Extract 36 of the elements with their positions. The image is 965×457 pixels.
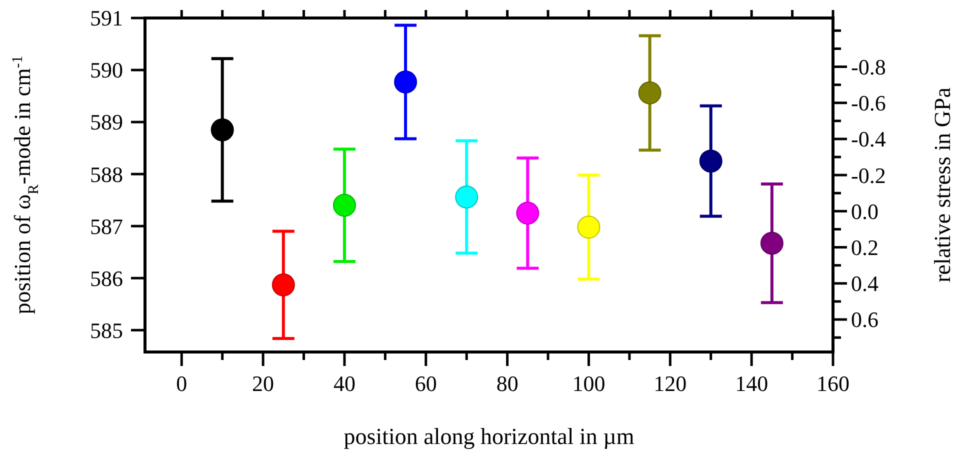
y-tick-label: 587 — [90, 214, 123, 239]
y2-tick-label: -0.8 — [851, 54, 886, 80]
y2-tick-label: -0.2 — [851, 162, 886, 188]
x-tick-label: 160 — [816, 371, 850, 396]
y2-tick-label: -0.4 — [851, 126, 886, 152]
point — [455, 185, 478, 208]
y2-tick-label: -0.6 — [851, 90, 886, 116]
y2-tick-label: 0.4 — [851, 271, 878, 296]
y-tick-label: 590 — [90, 58, 123, 83]
y2-axis-title: relative stress in GPa — [930, 88, 955, 282]
y-tick-label: 588 — [90, 162, 123, 187]
y-tick-label: 589 — [90, 110, 123, 135]
y-tick-label: 591 — [90, 6, 123, 31]
point — [638, 81, 662, 104]
x-tick-label: 120 — [654, 371, 687, 396]
x-tick-label: 40 — [333, 371, 356, 396]
point — [394, 70, 418, 94]
point — [272, 273, 295, 296]
y-tick-label: 586 — [90, 266, 123, 291]
point — [516, 202, 540, 225]
x-tick-label: 140 — [735, 371, 768, 396]
y-tick-label: 585 — [90, 318, 123, 343]
y2-tick-label: 0.6 — [851, 307, 878, 332]
point — [332, 194, 356, 217]
x-tick-label: 100 — [572, 371, 606, 396]
x-tick-label: 80 — [496, 371, 518, 396]
x-tick-label: 20 — [252, 371, 274, 396]
point — [760, 232, 784, 255]
x-tick-label: 0 — [176, 371, 188, 396]
point — [577, 216, 600, 239]
y2-tick-label: 0.0 — [851, 198, 878, 224]
x-tick-label: 60 — [414, 371, 437, 396]
x-axis-title: position along horizontal in µm — [344, 424, 634, 449]
point — [699, 150, 722, 173]
y2-tick-label: 0.2 — [851, 234, 878, 260]
point — [210, 118, 234, 142]
